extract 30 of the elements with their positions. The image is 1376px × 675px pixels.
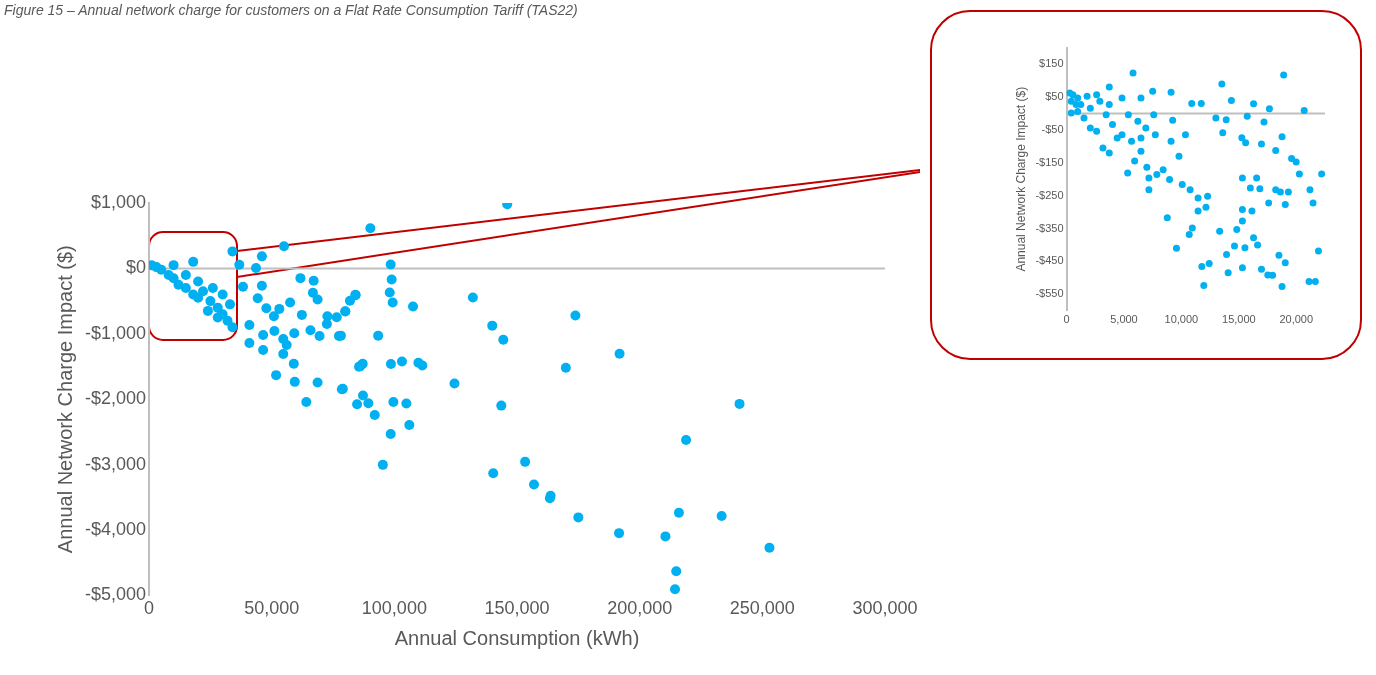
- x-tick-label: 5,000: [1110, 313, 1138, 326]
- x-tick-label: 100,000: [361, 598, 427, 619]
- y-tick-label: -$250: [1035, 188, 1064, 201]
- y-tick-label: $0: [126, 257, 147, 278]
- y-tick-label: -$2,000: [84, 388, 147, 409]
- y-axis-title: Annual Network Charge Impact ($): [1013, 86, 1028, 272]
- y-axis-title: Annual Network Charge Impact ($): [53, 245, 76, 554]
- y-tick-label: -$450: [1035, 254, 1064, 267]
- y-tick-label: -$50: [1041, 122, 1064, 135]
- x-tick-label: 0: [144, 598, 155, 619]
- x-tick-label: 250,000: [729, 598, 795, 619]
- y-tick-label: -$150: [1035, 155, 1064, 168]
- x-axis-title: Annual Consumption (kWh): [394, 626, 640, 649]
- x-tick-label: 50,000: [244, 598, 300, 619]
- y-tick-label: -$4,000: [84, 518, 147, 539]
- x-tick-label: 10,000: [1164, 313, 1199, 326]
- y-tick-label: -$1,000: [84, 322, 147, 343]
- y-tick-label: $1,000: [90, 191, 147, 212]
- chart-title: Figure 15 – Annual network charge for customers on a Flat Rate Consumption Tariff (TAS22): [4, 2, 578, 18]
- x-tick-label: 0: [1063, 313, 1070, 326]
- x-tick-label: 200,000: [607, 598, 673, 619]
- x-tick-label: 150,000: [484, 598, 550, 619]
- x-tick-label: 300,000: [852, 598, 918, 619]
- x-tick-label: 15,000: [1222, 313, 1256, 326]
- y-tick-label: -$3,000: [84, 453, 147, 474]
- y-tick-label: $150: [1039, 57, 1064, 70]
- y-tick-label: -$350: [1035, 221, 1064, 234]
- x-tick-label: 20,000: [1279, 313, 1314, 326]
- y-tick-label: -$550: [1035, 287, 1064, 300]
- y-tick-label: $50: [1045, 89, 1064, 102]
